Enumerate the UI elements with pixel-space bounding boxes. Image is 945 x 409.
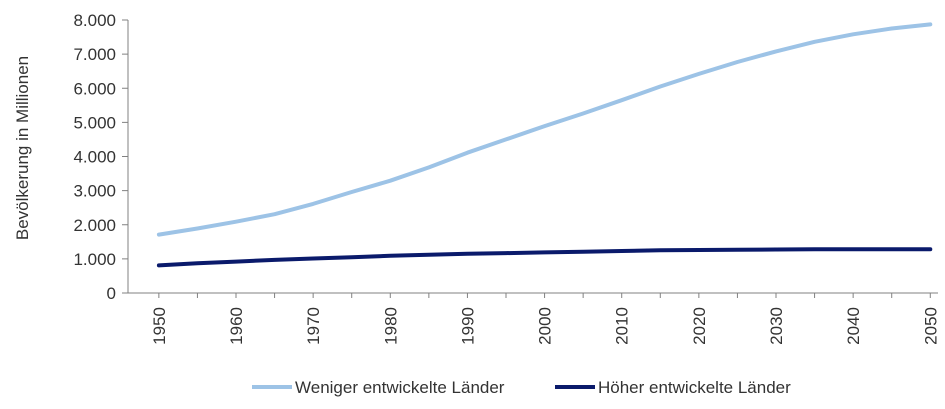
y-tick-label: 0 [107, 284, 116, 303]
x-tick-label: 2000 [536, 307, 555, 345]
x-tick-label: 1990 [458, 307, 477, 345]
x-tick-label: 2010 [613, 307, 632, 345]
x-axis: 1950 1960 1970 1980 1990 2000 2010 2020 2030 2040… [128, 292, 940, 345]
series-line-hoeher-entwickelt [156, 247, 933, 268]
x-tick-label: 2050 [921, 307, 940, 345]
y-tick-label: 5.000 [73, 113, 116, 132]
legend: Weniger entwickelte Länder Höher entwicke… [252, 378, 791, 397]
y-axis-title: Bevölkerung in Millionen [13, 56, 32, 240]
x-tick-label: 1950 [150, 307, 169, 345]
legend-label: Höher entwickelte Länder [598, 378, 791, 397]
x-tick-label: 2030 [767, 307, 786, 345]
y-tick-label: 1.000 [73, 250, 116, 269]
x-tick-label: 2040 [844, 307, 863, 345]
y-tick-label: 8.000 [73, 11, 116, 30]
y-tick-label: 4.000 [73, 148, 116, 167]
series-lines [156, 22, 933, 268]
y-tick-label: 3.000 [73, 182, 116, 201]
x-tick-label: 1980 [381, 307, 400, 345]
y-tick-label: 2.000 [73, 216, 116, 235]
y-tick-label: 7.000 [73, 45, 116, 64]
series-line-weniger-entwickelt [156, 22, 933, 237]
x-tick-label: 2020 [690, 307, 709, 345]
y-axis: 0 1.000 2.000 3.000 4.000 5.000 6.000 7.000 8.00… [73, 11, 129, 303]
x-tick-label: 1970 [304, 307, 323, 345]
y-tick-label: 6.000 [73, 79, 116, 98]
legend-label: Weniger entwickelte Länder [295, 378, 505, 397]
x-tick-label: 1960 [227, 307, 246, 345]
